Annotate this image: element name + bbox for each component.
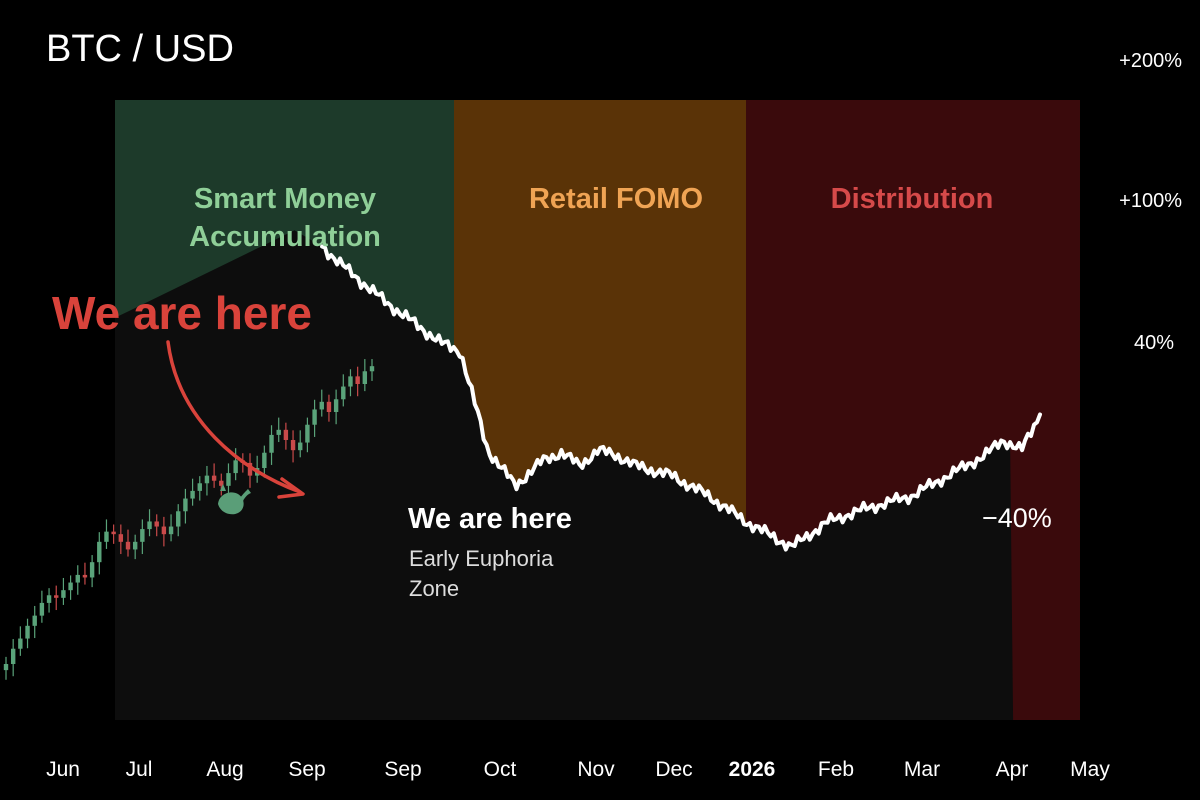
candle-body	[39, 602, 45, 616]
candle-body	[319, 401, 324, 410]
candle-body	[290, 440, 296, 451]
x-tick-label: Sep	[384, 758, 422, 781]
phase-label-distribution: Distribution	[770, 180, 1054, 218]
x-tick-label: Jun	[46, 758, 80, 781]
x-tick-label: Apr	[995, 758, 1029, 781]
x-tick-label: Oct	[483, 758, 517, 781]
candle-body	[204, 475, 210, 484]
x-tick-label: 2026	[728, 758, 776, 781]
y-tick-label: 40%	[1133, 332, 1174, 354]
candle-body	[89, 562, 95, 578]
chart-title: BTC / USD	[46, 28, 234, 70]
candle-body	[262, 452, 267, 468]
candlestick-series	[3, 359, 375, 680]
x-tick-label: May	[1070, 758, 1110, 781]
candle-body	[168, 526, 174, 535]
x-tick-label: Aug	[206, 758, 244, 781]
phase-label-line: Distribution	[830, 183, 994, 215]
callout-title: We are here	[408, 503, 572, 535]
candle-body	[97, 541, 102, 563]
candle-body	[75, 574, 80, 583]
candle-body	[298, 442, 303, 451]
candle-body	[197, 483, 202, 491]
candle-body	[190, 490, 195, 499]
callout-line: Zone	[409, 576, 460, 601]
candle-body	[333, 399, 339, 412]
candle-body	[326, 401, 332, 412]
candle-body	[46, 595, 52, 603]
candle-body	[111, 531, 116, 535]
candle-body	[18, 638, 23, 649]
pointer-arrow-head	[277, 477, 305, 499]
candle-body	[233, 460, 238, 474]
candle-body	[247, 462, 253, 476]
x-tick-label: Sep	[288, 758, 326, 781]
pointer-arrow	[166, 340, 302, 494]
pointer-annotation: We are here	[52, 287, 312, 339]
y-tick-label: +200%	[1119, 50, 1182, 72]
whale-icon	[218, 484, 251, 515]
x-tick-label: Nov	[577, 758, 615, 781]
candle-body	[355, 376, 360, 384]
candle-body	[341, 386, 346, 400]
candle-body	[132, 541, 138, 550]
candle-body	[362, 371, 368, 384]
candle-body	[276, 429, 281, 435]
candle-body	[140, 529, 145, 542]
candle-body	[269, 434, 274, 453]
candle-body	[10, 648, 16, 664]
candle-body	[104, 531, 109, 542]
candle-body	[211, 475, 217, 481]
candle-body	[82, 574, 88, 578]
candle-body	[183, 498, 188, 512]
candle-body	[161, 526, 167, 535]
candle-body	[348, 376, 353, 387]
y-tick-label: +100%	[1119, 190, 1182, 212]
candle-body	[176, 511, 181, 527]
phase-label-accumulation: Smart Money Accumulation	[150, 180, 420, 256]
candle-body	[32, 615, 37, 626]
candle-body	[25, 625, 30, 639]
price-line	[320, 244, 1042, 552]
candle-body	[283, 429, 289, 440]
x-tick-label: Dec	[655, 758, 693, 781]
phase-label-line: Accumulation	[189, 221, 381, 253]
candle-body	[312, 409, 317, 425]
candle-body	[369, 366, 375, 372]
phase-label-line: Retail FOMO	[528, 183, 703, 215]
candle-body	[68, 582, 73, 591]
x-tick-label: Feb	[817, 758, 855, 781]
candle-body	[118, 534, 124, 542]
candle-body	[147, 521, 152, 530]
end-value-label: −40%	[982, 503, 1052, 533]
candle-body	[54, 595, 59, 598]
candle-body	[3, 664, 9, 671]
candle-body	[219, 480, 224, 486]
candle-body	[61, 590, 66, 598]
candle-body	[305, 424, 310, 443]
phase-label-line: Smart Money	[193, 183, 377, 215]
x-tick-label: Mar	[903, 758, 941, 781]
callout-line: Early Euphoria	[409, 546, 554, 571]
x-tick-label: Jul	[125, 758, 153, 781]
price-area-fill	[115, 230, 1014, 721]
candle-body	[125, 541, 131, 550]
candle-body	[226, 473, 231, 486]
candle-body	[154, 521, 159, 527]
phase-label-retail-fomo: Retail FOMO	[476, 180, 756, 218]
